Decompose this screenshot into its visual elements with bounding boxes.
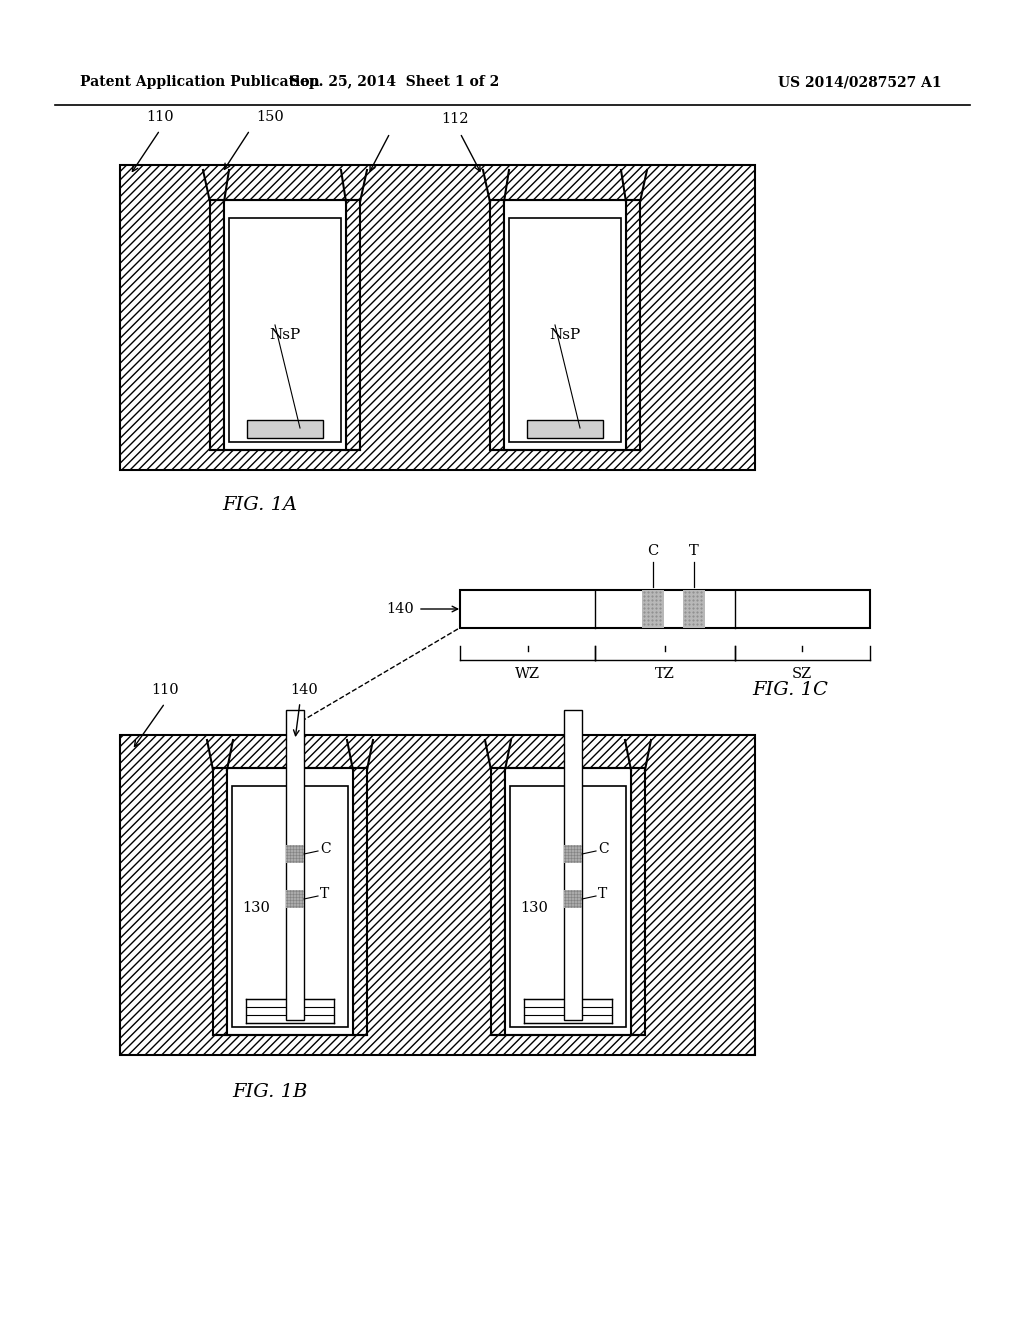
Text: 110: 110 <box>152 682 179 697</box>
Text: 130: 130 <box>242 902 270 915</box>
Text: FIG. 1A: FIG. 1A <box>222 496 298 513</box>
Text: 140: 140 <box>290 682 317 697</box>
Text: 140: 140 <box>386 602 414 616</box>
Bar <box>510 785 626 1027</box>
Text: C: C <box>319 842 331 855</box>
Text: T: T <box>319 887 330 902</box>
Text: SZ: SZ <box>793 667 812 681</box>
Bar <box>504 201 626 450</box>
Text: FIG. 1B: FIG. 1B <box>232 1082 307 1101</box>
Text: FIG. 1C: FIG. 1C <box>752 681 828 700</box>
Bar <box>631 768 645 1035</box>
Text: C: C <box>647 544 658 558</box>
Bar <box>213 768 227 1035</box>
Text: NsP: NsP <box>269 327 301 342</box>
Bar <box>224 201 346 450</box>
Bar <box>642 590 664 628</box>
Bar <box>490 201 504 450</box>
Text: Sep. 25, 2014  Sheet 1 of 2: Sep. 25, 2014 Sheet 1 of 2 <box>291 75 500 88</box>
Bar <box>564 845 582 863</box>
Bar <box>490 768 505 1035</box>
Bar <box>683 590 705 628</box>
Bar <box>490 768 645 1035</box>
Bar <box>210 201 224 450</box>
Bar <box>232 785 348 1027</box>
Bar <box>490 201 640 450</box>
Bar <box>227 768 353 1035</box>
Text: 112: 112 <box>441 112 469 125</box>
Bar <box>527 420 603 438</box>
Bar <box>120 165 755 470</box>
Bar <box>564 710 582 1020</box>
Bar <box>460 590 870 628</box>
Text: US 2014/0287527 A1: US 2014/0287527 A1 <box>778 75 942 88</box>
Text: T: T <box>689 544 698 558</box>
Text: 130: 130 <box>520 902 548 915</box>
Text: 110: 110 <box>146 110 174 124</box>
Bar <box>229 218 341 442</box>
Text: Patent Application Publication: Patent Application Publication <box>80 75 319 88</box>
Text: C: C <box>598 842 608 855</box>
Bar <box>286 710 304 1020</box>
Text: T: T <box>598 887 607 902</box>
Bar <box>346 201 360 450</box>
Text: TZ: TZ <box>655 667 675 681</box>
Bar <box>213 768 367 1035</box>
Bar <box>286 890 304 908</box>
Bar <box>626 201 640 450</box>
Bar <box>286 845 304 863</box>
Bar <box>210 201 360 450</box>
Bar <box>247 420 323 438</box>
Bar <box>564 890 582 908</box>
Text: NsP: NsP <box>549 327 581 342</box>
Text: 150: 150 <box>256 110 284 124</box>
Bar <box>353 768 367 1035</box>
Bar <box>505 768 631 1035</box>
Bar <box>509 218 621 442</box>
Bar <box>120 735 755 1055</box>
Text: WZ: WZ <box>515 667 541 681</box>
